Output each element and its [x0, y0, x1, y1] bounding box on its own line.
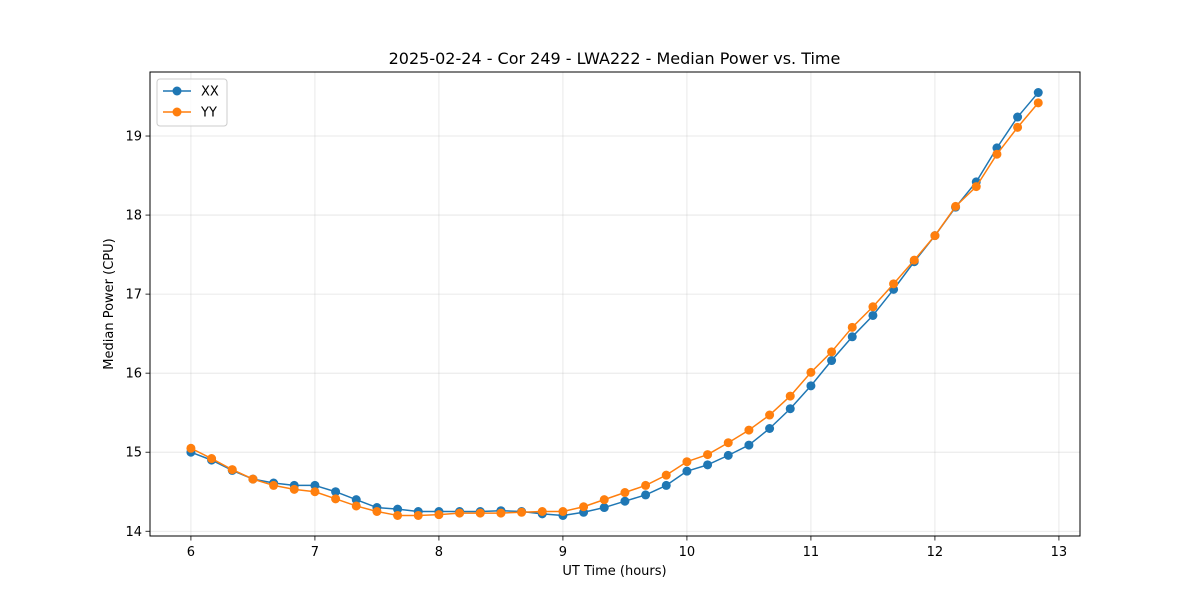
data-point-yy	[951, 201, 961, 211]
data-point-xx	[393, 504, 403, 514]
data-point-yy	[579, 502, 589, 512]
x-tick-label: 13	[1051, 545, 1068, 560]
data-point-yy	[475, 508, 485, 518]
data-point-yy	[207, 454, 217, 464]
x-tick-label: 11	[803, 545, 820, 560]
y-tick-label: 18	[125, 209, 142, 224]
data-point-xx	[661, 480, 671, 490]
data-point-xx	[331, 487, 341, 497]
data-point-yy	[971, 182, 981, 192]
legend-label-xx: XX	[201, 85, 219, 100]
x-tick-label: 6	[187, 545, 195, 560]
data-point-yy	[496, 508, 506, 518]
data-point-xx	[868, 310, 878, 320]
data-point-yy	[827, 347, 837, 357]
data-point-xx	[806, 381, 816, 391]
data-point-xx	[620, 496, 630, 506]
data-point-yy	[889, 279, 899, 289]
data-point-yy	[744, 425, 754, 435]
data-point-xx	[310, 480, 320, 490]
y-tick-label: 16	[125, 367, 142, 382]
legend-label-yy: YY	[200, 106, 217, 121]
x-tick-label: 12	[927, 545, 944, 560]
data-point-xx	[847, 332, 857, 342]
data-point-xx	[785, 404, 795, 414]
data-point-xx	[1033, 88, 1043, 98]
data-point-yy	[248, 474, 258, 484]
data-point-xx	[744, 440, 754, 450]
x-tick-label: 10	[679, 545, 696, 560]
data-point-xx	[599, 503, 609, 513]
data-point-yy	[331, 494, 341, 504]
legend: XX YY	[156, 78, 228, 127]
y-tick-label: 14	[125, 525, 142, 540]
data-point-yy	[723, 438, 733, 448]
data-point-yy	[661, 470, 671, 480]
x-axis: 6 7 8 9 10 11 12 13	[187, 536, 1067, 560]
data-point-yy	[455, 508, 465, 518]
data-point-yy	[765, 410, 775, 420]
data-point-yy	[372, 506, 382, 516]
data-point-yy	[517, 507, 527, 517]
data-point-yy	[620, 488, 630, 498]
data-point-yy	[641, 480, 651, 490]
plot-area-frame	[149, 71, 1081, 537]
grid	[150, 72, 1080, 536]
data-point-yy	[1013, 122, 1023, 132]
data-point-yy	[186, 443, 196, 453]
y-tick-label: 19	[125, 130, 142, 145]
data-point-yy	[847, 322, 857, 332]
data-point-xx	[827, 356, 837, 366]
data-point-yy	[1033, 98, 1043, 108]
y-tick-label: 15	[125, 446, 142, 461]
data-point-yy	[393, 510, 403, 520]
data-point-xx	[641, 490, 651, 500]
data-point-yy	[785, 391, 795, 401]
data-point-yy	[806, 367, 816, 377]
data-point-yy	[868, 302, 878, 312]
data-point-yy	[909, 255, 919, 265]
series-group	[186, 88, 1043, 520]
y-axis-title: Median Power (CPU)	[102, 238, 117, 369]
data-point-yy	[310, 487, 320, 497]
data-point-xx	[703, 460, 713, 470]
x-tick-label: 7	[311, 545, 319, 560]
data-point-yy	[351, 501, 361, 511]
legend-marker-xx	[172, 86, 182, 96]
data-point-xx	[351, 495, 361, 505]
data-point-yy	[434, 510, 444, 520]
data-point-yy	[227, 465, 237, 475]
data-point-yy	[599, 495, 609, 505]
y-tick-label: 17	[125, 288, 142, 303]
chart-title: 2025-02-24 - Cor 249 - LWA222 - Median P…	[389, 49, 841, 68]
data-point-yy	[930, 231, 940, 241]
data-point-yy	[703, 450, 713, 460]
x-tick-label: 9	[559, 545, 567, 560]
data-point-xx	[765, 423, 775, 433]
y-axis: 14 15 16 17 18 19	[125, 130, 150, 540]
data-point-yy	[558, 506, 568, 516]
data-point-yy	[289, 484, 299, 494]
data-point-yy	[537, 506, 547, 516]
x-axis-title: UT Time (hours)	[562, 564, 666, 579]
data-point-xx	[682, 466, 692, 476]
data-point-yy	[413, 510, 423, 520]
data-point-yy	[992, 149, 1002, 159]
data-point-xx	[1013, 112, 1023, 122]
data-point-yy	[682, 457, 692, 467]
x-tick-label: 8	[435, 545, 443, 560]
data-point-xx	[723, 450, 733, 460]
legend-marker-yy	[172, 107, 182, 117]
data-point-yy	[269, 480, 279, 490]
